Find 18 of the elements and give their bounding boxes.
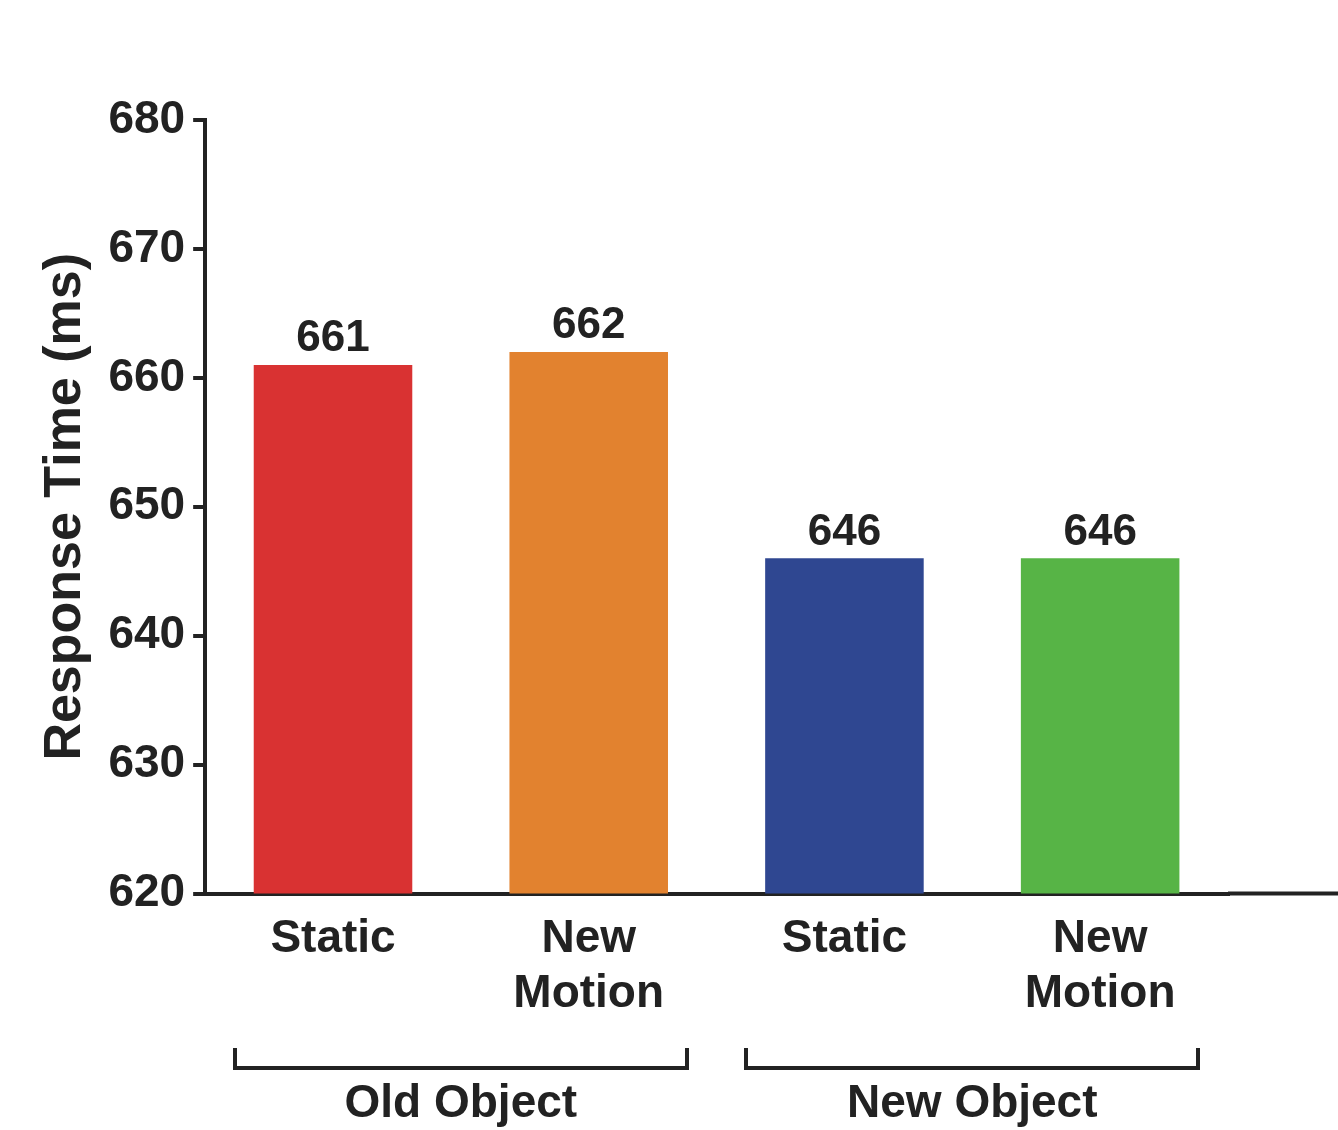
x-tick-label: Static bbox=[781, 909, 908, 962]
x-tick-label: New Motion bbox=[513, 909, 665, 1018]
x-tick-label: Static bbox=[270, 909, 396, 962]
y-tick-label: 670 bbox=[108, 219, 186, 272]
y-tick-label: 620 bbox=[108, 864, 186, 917]
x-tick-label: New Motion bbox=[1024, 909, 1176, 1018]
text: New Object bbox=[846, 1074, 1099, 1128]
y-tick-label: 660 bbox=[108, 348, 186, 401]
y-tick-label: 630 bbox=[108, 735, 186, 788]
text: Old Object bbox=[343, 1074, 579, 1128]
y-tick-label: 640 bbox=[108, 606, 186, 659]
data-label: 662 bbox=[552, 298, 626, 348]
data-label: 646 bbox=[807, 504, 882, 554]
data-label: 646 bbox=[1063, 504, 1137, 554]
data-label: 661 bbox=[296, 311, 370, 361]
y-tick-label: 680 bbox=[108, 90, 186, 143]
y-tick-label: 650 bbox=[108, 477, 186, 530]
y-axis-title: Response Time (ms) bbox=[32, 252, 91, 761]
